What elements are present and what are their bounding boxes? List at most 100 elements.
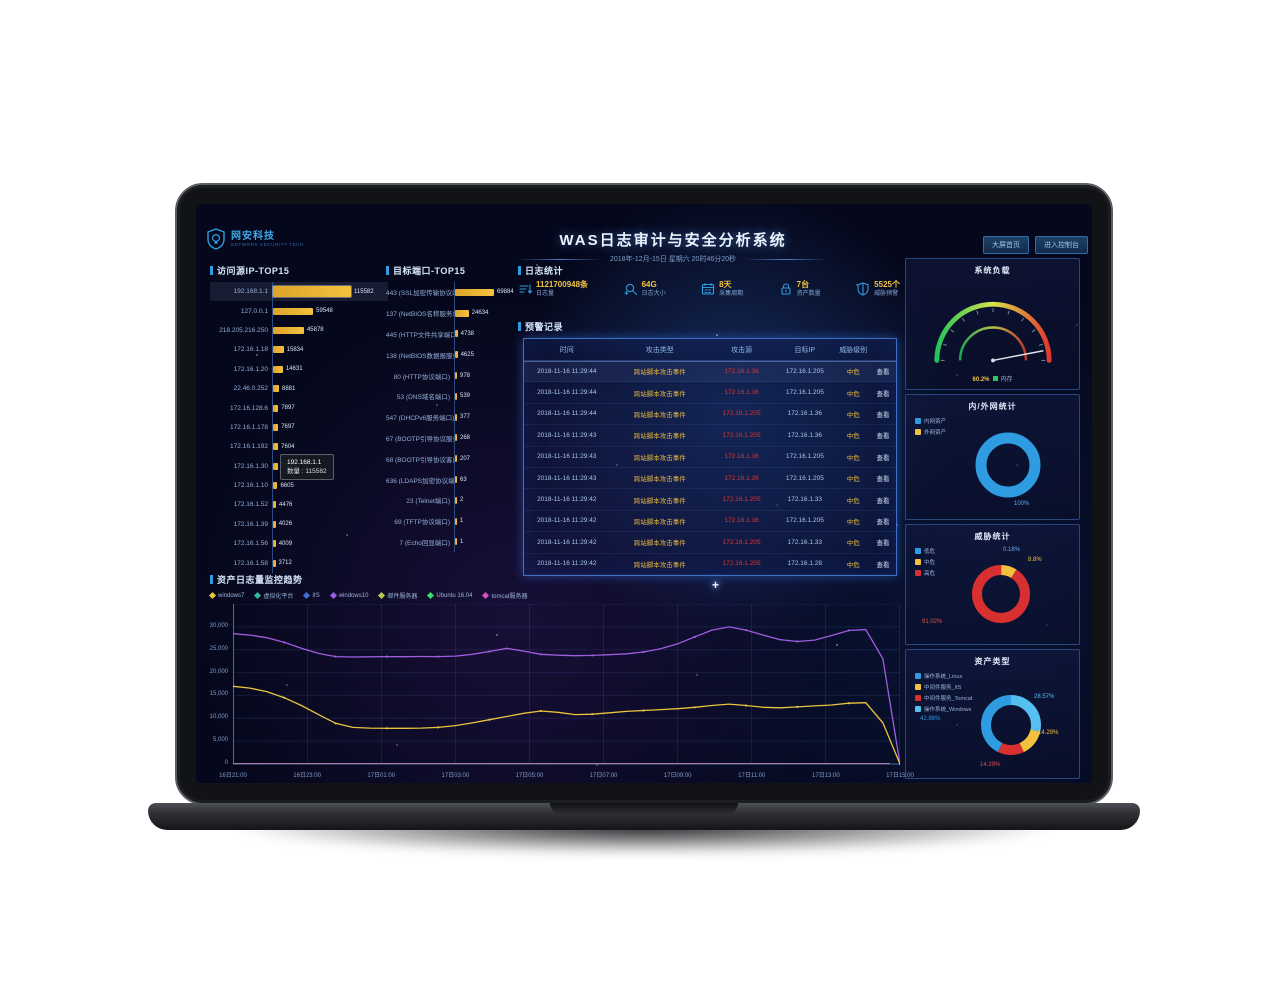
legend-item[interactable]: Ubuntu 16.04 xyxy=(427,591,472,600)
bar[interactable] xyxy=(455,496,457,504)
view-link[interactable]: 查看 xyxy=(876,369,890,377)
page-title: WAS日志审计与安全分析系统 xyxy=(559,232,787,249)
bar[interactable] xyxy=(455,434,457,442)
donut-callout: 14.29% xyxy=(1038,730,1059,736)
bar[interactable] xyxy=(455,476,457,484)
bar-track: 24634 xyxy=(454,302,544,324)
cell-threat-level: 中危 xyxy=(846,540,860,548)
bar-row: 443 (SSL加密传输协议端口(s)) 69884 xyxy=(386,282,544,303)
legend-item[interactable]: 内网资产 xyxy=(915,417,946,425)
legend-item[interactable]: windows10 xyxy=(329,591,368,600)
bar[interactable] xyxy=(273,559,276,567)
console-button[interactable]: 进入控制台 xyxy=(1035,236,1088,254)
bar[interactable] xyxy=(455,309,469,317)
legend-item[interactable]: 中间件服务_IIS xyxy=(915,683,972,691)
donut-callout: 91.02% xyxy=(922,619,943,625)
cell-source-ip: 172.16.1.205 xyxy=(722,538,761,546)
bar[interactable] xyxy=(455,517,457,525)
log-stats-row: 1121700948条 日志量 64G 日志大小 8天 采集周期 7台 资产数量 5525个 威胁… xyxy=(518,280,900,298)
y-tick-label: 10,000 xyxy=(209,714,228,721)
cell-time: 2018-11-16 11:29:44 xyxy=(537,367,597,375)
bar[interactable] xyxy=(273,286,351,298)
logo-tagline: NETWORK SECURITY TECH xyxy=(231,242,304,247)
view-link[interactable]: 查看 xyxy=(876,476,890,484)
view-link[interactable]: 查看 xyxy=(876,540,890,548)
legend-item[interactable]: 中危 xyxy=(915,558,935,566)
bar[interactable] xyxy=(455,372,457,380)
bar-row: 192.168.1.1 115582 xyxy=(210,282,388,302)
legend-item[interactable]: 虚拟化平台 xyxy=(254,591,294,600)
x-tick-label: 17日05:00 xyxy=(515,773,544,779)
x-tick-label: 17日01:00 xyxy=(367,773,396,779)
bar-track: 1 xyxy=(454,510,544,532)
home-button[interactable]: 大屏首页 xyxy=(983,236,1029,254)
bar[interactable] xyxy=(273,365,283,373)
view-link[interactable]: 查看 xyxy=(876,390,890,398)
view-link[interactable]: 查看 xyxy=(876,411,890,419)
panel-title: 资产类型 xyxy=(974,657,1011,666)
legend-item[interactable]: 邮件服务器 xyxy=(378,591,417,600)
bar[interactable] xyxy=(455,538,457,546)
bar-category-label: 127.0.0.1 xyxy=(240,307,268,315)
bar-category-label: 137 (NetBIOS名称服务端口) xyxy=(386,311,454,319)
legend-item[interactable]: 中间件服务_Tomcat xyxy=(915,694,972,702)
bar-category-label: 172.16.1.178 xyxy=(230,423,268,431)
data-point xyxy=(642,709,645,712)
bar[interactable] xyxy=(455,413,457,421)
bar[interactable] xyxy=(273,462,279,470)
divider-line xyxy=(517,258,602,260)
bar[interactable] xyxy=(455,351,458,359)
section-title-port-top15: 目标端口-TOP15 xyxy=(386,264,465,277)
view-link[interactable]: 查看 xyxy=(876,561,890,569)
cell-source-ip: 172.16.1.36 xyxy=(724,389,759,397)
data-point xyxy=(745,629,748,632)
bar[interactable] xyxy=(273,520,276,528)
bar-value: 7697 xyxy=(281,424,295,431)
bar-category-label: 80 (HTTP协议端口) xyxy=(393,373,450,381)
bar[interactable] xyxy=(273,540,276,548)
data-point xyxy=(283,641,286,644)
bar[interactable] xyxy=(273,501,277,509)
bar-row: 218.205.216.250 45878 xyxy=(210,320,388,341)
bar-row: 172.16.1.52 4476 xyxy=(210,495,388,515)
bar[interactable] xyxy=(273,385,279,393)
bar-value: 539 xyxy=(460,393,471,400)
view-link[interactable]: 查看 xyxy=(876,518,890,526)
view-link[interactable]: 查看 xyxy=(876,497,890,505)
shield-logo-icon xyxy=(207,228,225,250)
donut-callout: 28.57% xyxy=(1034,694,1055,700)
legend-item[interactable]: 操作系统_Windows xyxy=(915,705,972,713)
bar[interactable] xyxy=(273,482,278,490)
legend-item[interactable]: 操作系统_Linux xyxy=(915,672,972,680)
bar[interactable] xyxy=(455,330,458,338)
y-tick-label: 20,000 xyxy=(209,668,228,675)
cell-threat-level: 中危 xyxy=(846,411,860,419)
bar[interactable] xyxy=(273,346,284,354)
bar[interactable] xyxy=(273,307,314,315)
legend-item[interactable]: windows7 xyxy=(208,591,244,600)
bar[interactable] xyxy=(455,392,457,400)
view-link[interactable]: 查看 xyxy=(876,433,890,441)
bar[interactable] xyxy=(273,326,304,334)
data-point xyxy=(437,655,440,658)
accent-bar xyxy=(518,266,521,275)
table-row: 2018-11-16 11:29:42 跨站脚本攻击事件 172.16.1.205 1… xyxy=(524,532,896,554)
view-link[interactable]: 查看 xyxy=(876,454,890,462)
cell-source-ip: 172.16.1.36 xyxy=(724,453,759,461)
legend-label: 虚拟化平台 xyxy=(263,594,294,600)
bar[interactable] xyxy=(455,455,457,463)
legend-item[interactable]: 外网资产 xyxy=(915,428,946,436)
bar[interactable] xyxy=(455,288,494,296)
legend-item[interactable]: tomcat服务器 xyxy=(482,591,527,600)
bar-row: 23 (Telnet端口) 2 xyxy=(386,489,544,511)
bar-value: 377 xyxy=(460,414,471,421)
legend-item[interactable]: 高危 xyxy=(915,569,935,577)
bar-value: 7604 xyxy=(281,443,295,450)
bar[interactable] xyxy=(273,443,279,451)
tooltip-count: 数量 : 115582 xyxy=(287,468,327,475)
bar-value: 4625 xyxy=(460,351,474,358)
bar[interactable] xyxy=(273,404,279,412)
bar[interactable] xyxy=(273,423,279,431)
legend-item[interactable]: 低危 xyxy=(915,547,935,555)
legend-item[interactable]: IIS xyxy=(303,591,320,600)
